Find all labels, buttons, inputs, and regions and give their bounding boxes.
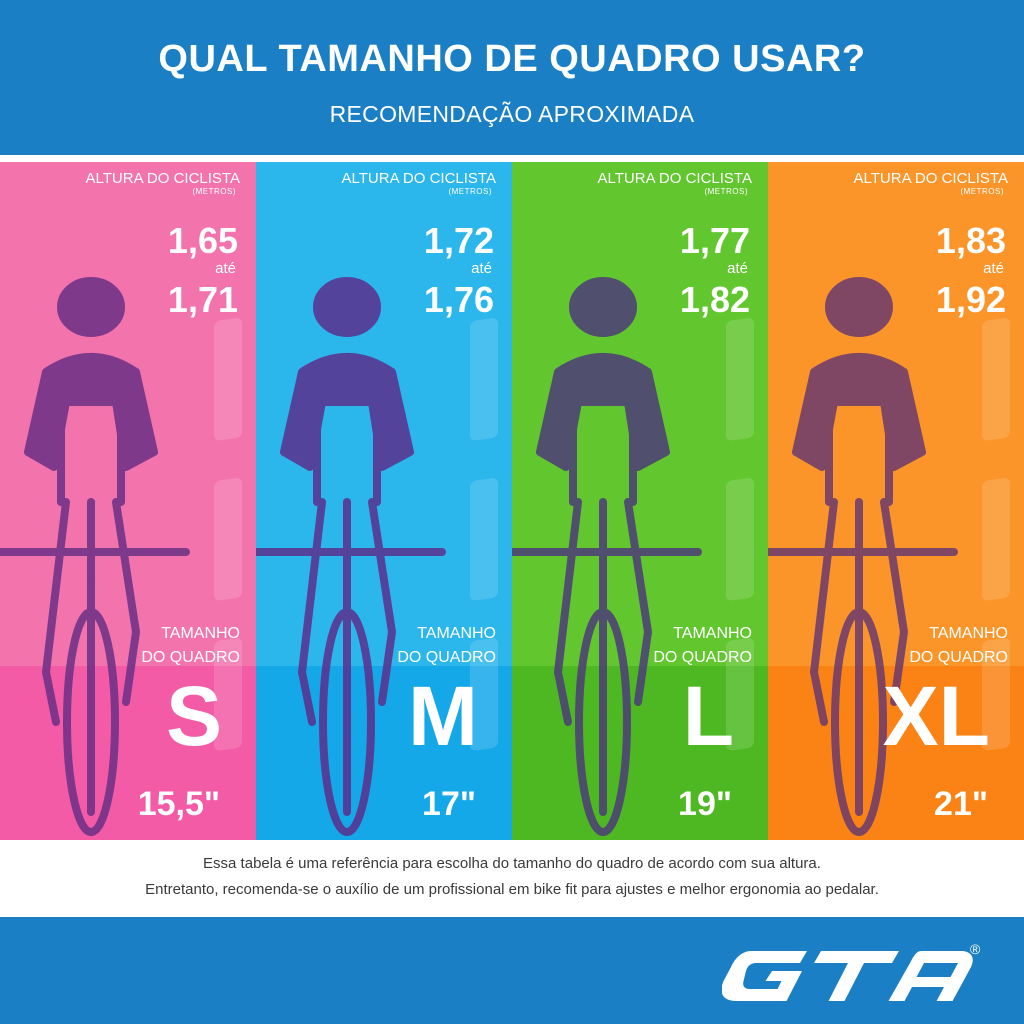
disclaimer-line1: Essa tabela é uma referência para escolh… <box>203 855 821 872</box>
frame-size-inches: 21" <box>934 785 988 823</box>
height-connector: até <box>983 260 1004 277</box>
cyclist-illustration-icon <box>512 277 702 836</box>
size-column-l: ALTURA DO CICLISTA (METROS) 1,77 até 1,8… <box>512 162 768 840</box>
size-column-m: ALTURA DO CICLISTA (METROS) 1,72 até 1,7… <box>256 162 512 840</box>
gta-watermark-icon <box>982 318 1010 751</box>
height-to: 1,92 <box>935 279 1006 320</box>
frame-size-label-line2: DO QUADRO <box>397 649 496 666</box>
gta-watermark-icon <box>726 318 754 751</box>
height-connector: até <box>727 260 748 277</box>
height-unit: (METROS) <box>960 187 1004 196</box>
frame-size-label: TAMANHO DO QUADRO <box>141 622 240 670</box>
frame-size-label: TAMANHO DO QUADRO <box>653 622 752 670</box>
size-column-xl: ALTURA DO CICLISTA (METROS) 1,83 até 1,9… <box>768 162 1024 840</box>
frame-size-label-line2: DO QUADRO <box>141 649 240 666</box>
gta-watermark-icon <box>214 318 242 751</box>
frame-size-letter: M <box>408 669 478 763</box>
height-connector: até <box>215 260 236 277</box>
height-connector: até <box>471 260 492 277</box>
page-subtitle: RECOMENDAÇÃO APROXIMADA <box>329 101 695 127</box>
frame-size-letter: XL <box>882 669 990 763</box>
frame-size-label-line1: TAMANHO <box>673 625 752 642</box>
disclaimer-note: Essa tabela é uma referência para escolh… <box>0 851 1024 903</box>
height-from: 1,83 <box>935 220 1006 261</box>
height-to: 1,82 <box>679 279 750 320</box>
height-unit: (METROS) <box>448 187 492 196</box>
frame-size-label: TAMANHO DO QUADRO <box>397 622 496 670</box>
frame-size-label-line2: DO QUADRO <box>653 649 752 666</box>
height-from: 1,65 <box>167 220 238 261</box>
size-column-s: ALTURA DO CICLISTA (METROS) 1,65 até 1,7… <box>0 162 256 840</box>
frame-size-inches: 19" <box>678 785 732 823</box>
frame-size-inches: 15,5" <box>137 785 220 823</box>
frame-size-inches: 17" <box>422 785 476 823</box>
height-label: ALTURA DO CICLISTA <box>85 170 240 187</box>
divider <box>0 155 1024 162</box>
height-unit: (METROS) <box>192 187 236 196</box>
frame-size-label-line1: TAMANHO <box>417 625 496 642</box>
gta-watermark-icon <box>470 318 498 751</box>
footer-banner: ® <box>0 917 1024 1024</box>
frame-size-label-line1: TAMANHO <box>161 625 240 642</box>
height-unit: (METROS) <box>704 187 748 196</box>
frame-size-label-line2: DO QUADRO <box>909 649 1008 666</box>
frame-size-label: TAMANHO DO QUADRO <box>909 622 1008 670</box>
height-label: ALTURA DO CICLISTA <box>853 170 1008 187</box>
height-from: 1,72 <box>423 220 494 261</box>
frame-size-letter: L <box>682 669 734 763</box>
cyclist-illustration-icon <box>0 277 190 836</box>
cyclist-illustration-icon <box>256 277 446 836</box>
height-to: 1,76 <box>423 279 494 320</box>
height-from: 1,77 <box>679 220 750 261</box>
disclaimer-line2: Entretanto, recomenda-se o auxílio de um… <box>145 881 879 898</box>
frame-size-label-line1: TAMANHO <box>929 625 1008 642</box>
height-label: ALTURA DO CICLISTA <box>341 170 496 187</box>
page-title: QUAL TAMANHO DE QUADRO USAR? <box>158 38 866 80</box>
registered-mark: ® <box>970 941 981 957</box>
header-banner: QUAL TAMANHO DE QUADRO USAR? RECOMENDAÇÃ… <box>0 0 1024 155</box>
cyclist-illustration-icon <box>768 277 958 836</box>
frame-size-letter: S <box>165 669 222 763</box>
size-columns: ALTURA DO CICLISTA (METROS) 1,65 até 1,7… <box>0 162 1024 840</box>
gta-logo-icon <box>722 951 973 1001</box>
height-to: 1,71 <box>167 279 238 320</box>
height-label: ALTURA DO CICLISTA <box>597 170 752 187</box>
